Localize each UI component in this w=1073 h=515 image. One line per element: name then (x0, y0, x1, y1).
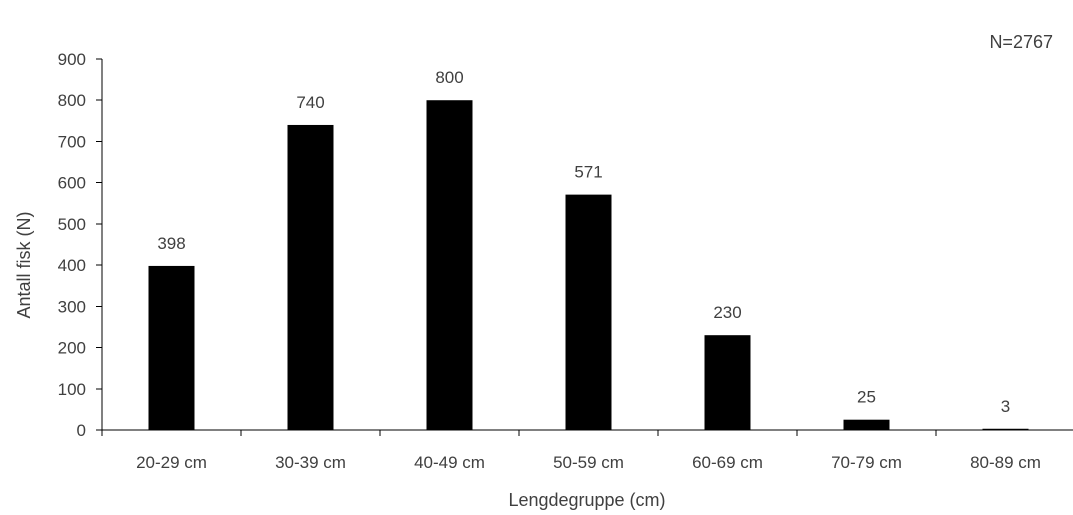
bar (704, 335, 751, 430)
data-label: 740 (296, 93, 324, 112)
y-tick-labels: 0 100 200 300 400 500 600 700 800 900 (58, 50, 86, 440)
data-label: 571 (574, 163, 602, 182)
x-tick-labels: 20-29 cm 30-39 cm 40-49 cm 50-59 cm 60-69 cm… (136, 453, 1041, 472)
y-tick-label: 300 (58, 297, 86, 316)
data-label: 3 (1001, 397, 1010, 416)
x-tick-label: 50-59 cm (553, 453, 624, 472)
y-tick-label: 200 (58, 339, 86, 358)
y-tick-label: 100 (58, 380, 86, 399)
data-labels: 398 740 800 571 230 25 3 (157, 68, 1010, 416)
bar (843, 419, 890, 430)
x-tick-label: 80-89 cm (970, 453, 1041, 472)
x-tick-label: 60-69 cm (692, 453, 763, 472)
bars (148, 100, 1029, 430)
bar (982, 428, 1029, 430)
y-tick-label: 800 (58, 91, 86, 110)
bar (148, 265, 195, 430)
y-tick-label: 900 (58, 50, 86, 69)
y-axis-title: Antall fisk (N) (14, 211, 34, 318)
bar (565, 194, 612, 430)
y-tick-label: 400 (58, 256, 86, 275)
data-label: 800 (435, 68, 463, 87)
bar (426, 100, 473, 430)
x-axis-title: Lengdegruppe (cm) (508, 490, 665, 510)
x-tick-label: 40-49 cm (414, 453, 485, 472)
data-label: 398 (157, 234, 185, 253)
y-tick-label: 600 (58, 174, 86, 193)
data-label: 230 (713, 303, 741, 322)
x-tick-label: 70-79 cm (831, 453, 902, 472)
y-tick-label: 700 (58, 132, 86, 151)
data-label: 25 (857, 388, 876, 407)
y-tick-label: 500 (58, 215, 86, 234)
x-tick-label: 20-29 cm (136, 453, 207, 472)
y-tick-label: 0 (77, 421, 86, 440)
x-tick-label: 30-39 cm (275, 453, 346, 472)
bar (287, 124, 334, 430)
total-count-annotation: N=2767 (989, 32, 1053, 52)
axes (96, 58, 1073, 436)
